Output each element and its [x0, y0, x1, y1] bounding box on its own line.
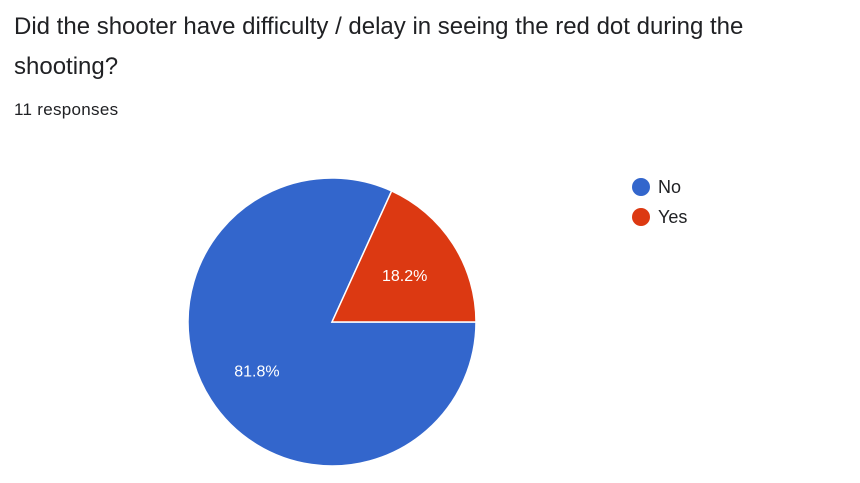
response-count: 11 responses — [14, 100, 119, 119]
pie-slice-labels: 81.8% 18.2% — [234, 268, 427, 380]
pie-chart-svg: 81.8% 18.2% No Yes — [187, 177, 687, 467]
legend-label-no: No — [658, 177, 681, 197]
chart-legend: No Yes — [632, 177, 687, 227]
pie-label-yes: 18.2% — [382, 268, 427, 285]
question-title: Did the shooter have difficulty / delay … — [14, 13, 744, 80]
pie-slices — [187, 177, 477, 467]
legend-swatch-yes — [632, 208, 650, 226]
pie-chart: 81.8% 18.2% No Yes — [0, 150, 860, 483]
legend-swatch-no — [632, 178, 650, 196]
pie-slice-yes[interactable] — [330, 189, 477, 323]
pie-label-no: 81.8% — [234, 363, 279, 380]
legend-item-yes[interactable]: Yes — [632, 207, 687, 227]
legend-label-yes: Yes — [658, 207, 687, 227]
legend-item-no[interactable]: No — [632, 177, 681, 197]
